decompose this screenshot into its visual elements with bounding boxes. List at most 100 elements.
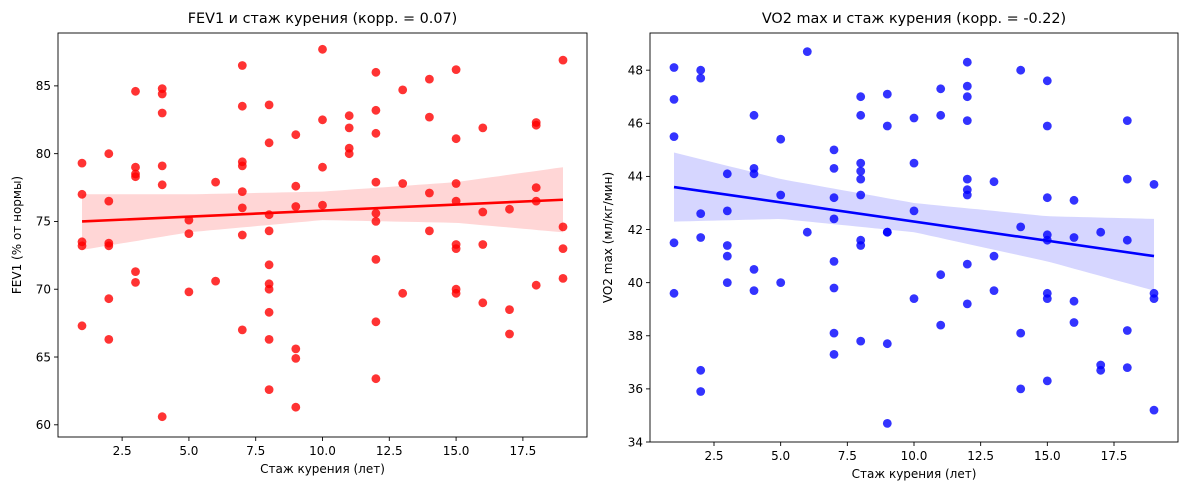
chart2-point-22 [776,190,786,200]
chart1-y-tick-label: 80 [36,147,51,161]
chart2-point-33 [829,350,839,359]
chart2-point-25 [802,227,812,237]
chart2-point-15 [722,278,732,287]
chart1-point-35 [237,325,247,335]
chart2-point-29 [829,214,839,224]
chart2-x-tick-label: 5.0 [771,449,790,463]
chart2-point-30 [829,257,839,266]
chart2-point-80 [1042,376,1052,386]
chart2-point-58 [962,81,972,91]
chart2-point-8 [696,233,706,242]
chart1-point-76 [451,65,461,74]
chart1-x-tick-label: 12.5 [376,444,403,458]
chart2-point-9 [696,365,706,375]
chart1-point-15 [131,267,140,276]
chart1-point-59 [344,149,354,159]
chart2-point-10 [696,387,706,396]
chart1-point-9 [104,294,114,304]
chart1-y-tick-label: 70 [36,283,51,297]
chart1-y-tick-label: 75 [36,215,51,229]
chart1-point-84 [478,123,488,133]
chart2-point-44 [882,121,892,131]
chart1-regression-line [81,198,564,223]
chart2-point-6 [696,73,706,83]
chart-panel-vo2max: 2.5 5.0 7.5 10.0 12.5 15.0 17.5 34 36 38 40 42 44 46 4… [601,11,1179,481]
chart2-point-67 [989,251,999,261]
chart1-point-12 [131,162,140,172]
chart1-point-61 [371,105,381,115]
chart1-point-75 [425,226,434,236]
chart2-point-95 [1149,294,1159,303]
chart2-point-38 [856,174,866,184]
chart2-point-83 [1069,296,1079,306]
chart2-point-74 [1042,121,1052,131]
chart1-point-45 [264,385,274,394]
chart1-point-21 [157,180,167,190]
chart2-x-tick-label: 2.5 [704,449,723,463]
chart1-x-tick-label: 7.5 [246,444,265,458]
chart1-point-10 [104,335,114,344]
chart1-point-14 [131,172,140,182]
chart2-title: VO2 max и стаж курения (корр. = -0.22) [762,11,1066,27]
chart2-point-51 [909,206,919,216]
chart1-point-97 [558,222,568,232]
chart2-point-50 [909,158,919,168]
chart1-point-54 [318,162,327,172]
chart2-point-21 [776,134,786,144]
chart2-point-56 [936,320,946,330]
chart2-point-31 [829,283,839,293]
chart2-point-91 [1122,326,1132,335]
chart2-x-tick-label: 12.5 [967,449,994,463]
chart1-point-98 [558,244,568,254]
chart1-point-77 [451,134,461,144]
chart-panel-fev1: 2.5 5.0 7.5 10.0 12.5 15.0 17.5 60 65 70 75 80 85 FEV… [10,11,588,476]
chart1-point-4 [77,321,87,331]
chart1-point-26 [211,177,221,187]
chart1-point-18 [157,89,167,99]
chart1-point-92 [531,120,541,130]
chart2-point-70 [1016,222,1026,232]
chart1-point-43 [264,307,274,317]
chart1-point-42 [264,284,274,294]
chart2-point-88 [1122,116,1132,125]
chart1-point-5 [104,149,114,159]
chart1-point-74 [425,188,434,198]
chart2-point-69 [1016,65,1026,75]
chart1-point-39 [264,226,274,236]
chart2-point-64 [962,259,972,269]
chart1-point-87 [478,298,488,308]
chart1-point-16 [131,278,140,287]
chart1-point-88 [505,204,514,214]
chart1-point-89 [505,305,514,314]
chart2-point-73 [1042,76,1052,86]
chart2-regression-line [673,185,1155,258]
chart2-point-34 [856,92,866,102]
chart2-point-35 [856,110,866,120]
chart2-point-7 [696,209,706,219]
chart2-point-89 [1122,174,1132,184]
chart2-point-84 [1069,318,1079,327]
chart2-point-20 [749,286,759,295]
chart1-point-83 [451,288,461,298]
chart1-point-70 [398,179,408,188]
chart1-point-34 [237,230,247,240]
chart1-x-tick-label: 5.0 [179,444,198,458]
chart1-point-8 [104,241,114,251]
chart1-point-96 [558,55,568,65]
chart1-point-66 [371,255,381,264]
chart2-point-28 [829,193,839,203]
chart1-point-55 [318,200,327,210]
chart1-point-69 [398,85,408,95]
chart1-point-57 [344,123,354,133]
chart2-point-43 [882,89,892,99]
chart1-point-60 [371,67,381,77]
chart1-point-73 [425,112,434,122]
chart2-point-46 [882,227,892,237]
chart2-y-tick-label: 48 [628,63,643,77]
chart2-y-tick-label: 36 [628,382,643,396]
chart2-point-48 [882,419,892,428]
chart1-x-tick-label: 17.5 [510,444,537,458]
chart2-point-96 [1149,405,1159,415]
chart1-point-37 [264,138,274,148]
chart2-point-36 [856,158,866,168]
